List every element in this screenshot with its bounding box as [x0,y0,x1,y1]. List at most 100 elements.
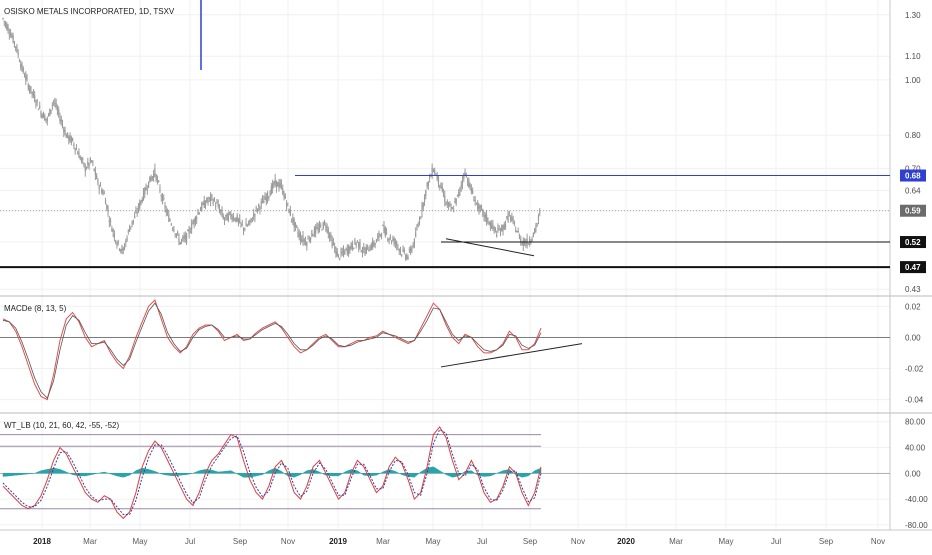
time-axis-tick: Jul [185,537,195,546]
candle-body [498,229,500,231]
candle-body [239,218,241,223]
candle-body [216,202,218,204]
price-marker-badge [900,169,926,182]
candle-body [312,235,314,237]
macd-trendline[interactable] [440,343,583,368]
candle-body [449,203,451,205]
candle-body [108,220,110,222]
candle-body [421,205,423,213]
candle-body [318,224,321,230]
candle-body [445,203,447,206]
candle-body [112,229,114,232]
candle-body [403,249,405,253]
candle-body [4,22,7,25]
candle-body [253,213,255,216]
candle-body [455,198,457,204]
candle-body [242,227,245,231]
candle-body [349,247,351,252]
candle-body [380,234,383,236]
candle-body [207,200,209,202]
candle-body [35,103,37,105]
candle-body [379,234,381,236]
candle-body [493,226,495,229]
candle-body [116,244,118,246]
candle-body [113,233,115,238]
candle-body [146,189,148,191]
candle-body [401,254,403,256]
candle-body [130,226,132,228]
candle-body [527,243,529,245]
candle-body [356,240,359,242]
candle-body [110,220,112,222]
candle-body [316,227,318,229]
candle-body [385,232,388,234]
candle-body [516,231,518,233]
candle-body [222,215,224,219]
candle-body [513,221,516,224]
candle-body [197,212,199,214]
wt-pane[interactable] [0,426,890,520]
candle-body [396,241,398,246]
candle-body [187,230,189,232]
macd-axis-tick: -0.04 [905,396,924,405]
price-marker-label: 0.52 [905,238,921,247]
candle-body [359,241,361,249]
candle-body [121,247,123,252]
candle-body [74,148,76,151]
candle-body [326,225,328,232]
candle-body [217,203,219,207]
candle-body [470,188,472,192]
candle-body [80,157,83,161]
candle-body [68,136,70,141]
candle-body [354,239,356,244]
candle-body [378,232,380,238]
candle-body [159,188,161,192]
candle-body [360,250,362,252]
candle-body [512,218,514,220]
candle-body [268,196,270,199]
candle-body [226,213,228,221]
candle-body [23,76,26,78]
candle-body [382,225,384,227]
candle-body [347,245,350,253]
candle-body [535,225,537,230]
candle-body [250,218,252,221]
candle-body [111,228,113,232]
candle-body [260,201,262,205]
candle-body [7,26,9,32]
candle-body [473,200,475,202]
wt1-line [2,426,542,520]
candle-body [73,144,75,147]
candle-body [463,173,465,179]
candle-body [460,184,462,187]
candle-body [415,232,417,237]
candle-body [174,233,176,235]
macd-pane[interactable] [0,299,890,401]
candle-body [389,236,391,239]
price-pane[interactable] [0,0,890,269]
candle-body [425,190,427,196]
candle-body [365,247,367,254]
panes [0,0,932,531]
candle-body [44,115,46,121]
candle-body [430,175,432,177]
candle-body [184,235,186,240]
candle-body [203,200,205,208]
candle-body [185,233,188,242]
candle-body [520,238,522,243]
candle-body [47,114,50,116]
candle-body [36,100,38,102]
candle-body [30,86,32,93]
candle-body [183,237,185,239]
time-axis-tick: May [132,537,147,546]
candle-body [339,258,341,260]
time-axis-tick: 2019 [329,537,347,546]
candle-body [384,228,386,237]
candle-body [410,248,412,253]
wedge-trendline[interactable] [445,238,535,257]
time-axis-tick: Nov [281,537,295,546]
candle-body [123,247,126,250]
